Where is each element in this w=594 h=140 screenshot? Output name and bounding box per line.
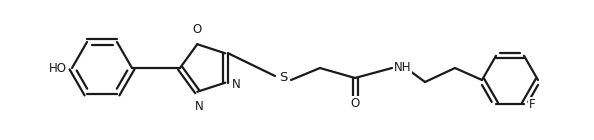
Text: HO: HO	[49, 61, 67, 74]
Text: S: S	[279, 71, 287, 83]
Text: N: N	[232, 78, 241, 91]
Text: O: O	[192, 23, 202, 36]
Text: N: N	[195, 100, 204, 113]
Text: F: F	[529, 98, 536, 111]
Text: NH: NH	[394, 60, 412, 74]
Text: O: O	[350, 97, 359, 110]
